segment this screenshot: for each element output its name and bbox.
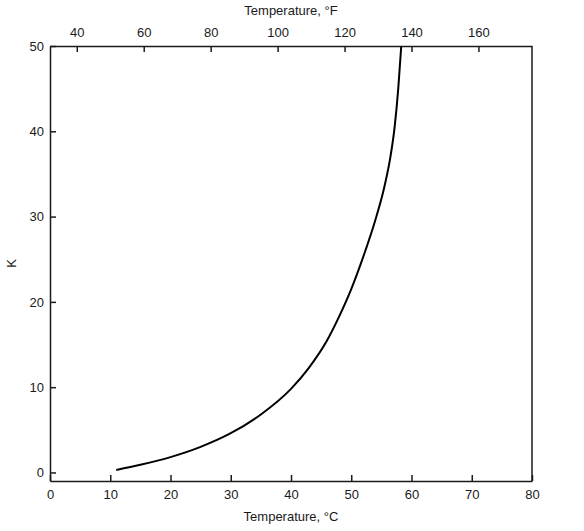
y-axis: 0 10 20 30 40 50: [30, 39, 56, 482]
x2-axis-tick: 160: [468, 25, 490, 52]
x-axis: 0 10 20 30 40 50 60 70 80: [47, 475, 540, 502]
y-axis-tick-label: 40: [30, 124, 44, 139]
x-axis-tick-label: 50: [345, 487, 359, 502]
x2-axis-tick-label: 40: [70, 25, 84, 40]
y-axis-tick-mark: [50, 131, 56, 133]
x-axis-tick-label: 80: [525, 487, 539, 502]
y-axis-tick-label: 0: [37, 465, 44, 480]
x-axis-title: Temperature, °C: [244, 509, 339, 524]
x2-axis-tick-mark: [277, 46, 279, 52]
x2-axis-tick-mark: [411, 46, 413, 52]
x-axis-tick-mark: [231, 475, 233, 481]
x2-axis-line: [51, 46, 533, 48]
y-axis-tick-mark: [50, 472, 56, 474]
data-line: [116, 46, 401, 470]
x-axis-tick-mark: [351, 475, 353, 481]
x-axis-tick-label: 70: [465, 487, 479, 502]
y-axis-tick-mark: [50, 216, 56, 218]
y-axis-tick-label: 50: [30, 39, 44, 54]
x-axis-tick-mark: [472, 475, 474, 481]
y-axis-tick-label: 30: [30, 209, 44, 224]
x-axis-tick: 20: [164, 475, 178, 502]
x2-axis-tick-label: 160: [468, 25, 490, 40]
y-axis-tick: 50: [30, 39, 56, 54]
x-axis-tick: 70: [465, 475, 479, 502]
y-axis-tick-mark: [50, 387, 56, 389]
x2-axis-tick: 60: [137, 25, 151, 52]
x2-axis-tick: 80: [204, 25, 218, 52]
y-axis-tick: 20: [30, 295, 56, 310]
x-axis-tick-mark: [291, 475, 293, 481]
frame-right: [531, 46, 533, 481]
x2-axis-tick-mark: [77, 46, 79, 52]
x-axis-tick: 10: [104, 475, 118, 502]
x2-axis-tick-label: 80: [204, 25, 218, 40]
x-axis-tick: 50: [345, 475, 359, 502]
x-axis-tick-mark: [170, 475, 172, 481]
x-axis-tick-mark: [411, 475, 413, 481]
x-axis-tick-mark: [110, 475, 112, 481]
x-axis-tick-label: 20: [164, 487, 178, 502]
x-axis-tick: 30: [224, 475, 238, 502]
x-axis-tick-label: 40: [284, 487, 298, 502]
y-axis-tick: 40: [30, 124, 56, 139]
y-axis-tick: 10: [30, 380, 56, 395]
x-axis-tick-label: 30: [224, 487, 238, 502]
x2-axis-tick-mark: [210, 46, 212, 52]
chart: 0 10 20 30 40 50 60 70 80 40 60 80 100 120 140 160 0 10 20…: [0, 0, 584, 531]
x2-axis-tick: 140: [401, 25, 423, 52]
y-axis-tick-label: 20: [30, 295, 44, 310]
y-axis-line: [50, 47, 52, 482]
y-axis-tick-label: 10: [30, 380, 44, 395]
plot: 0 10 20 30 40 50 60 70 80 40 60 80 100 120 140 160 0 10 20…: [30, 25, 540, 502]
x2-axis-tick-label: 140: [401, 25, 423, 40]
y-axis-tick: 30: [30, 209, 56, 224]
x-axis-tick-label: 10: [104, 487, 118, 502]
y-axis-tick-mark: [50, 302, 56, 304]
x2-axis-title: Temperature, °F: [244, 3, 337, 18]
x-axis-tick: 60: [405, 475, 419, 502]
marks: [116, 46, 401, 470]
x2-axis-tick-mark: [344, 46, 346, 52]
x-axis-tick: 40: [284, 475, 298, 502]
x2-axis-tick-label: 120: [334, 25, 356, 40]
x2-axis-tick: 40: [70, 25, 84, 52]
x2-axis-tick-label: 60: [137, 25, 151, 40]
y-axis-tick: 0: [37, 465, 56, 480]
y-axis-tick-mark: [50, 46, 56, 48]
x2-axis-tick-mark: [143, 46, 145, 52]
x2-axis-tick: 120: [334, 25, 356, 52]
x-axis-tick-label: 0: [47, 487, 54, 502]
x2-axis-tick: 100: [267, 25, 289, 52]
x2-axis: 40 60 80 100 120 140 160: [51, 25, 533, 52]
y-axis-title: K: [4, 259, 19, 268]
x2-axis-tick-mark: [478, 46, 480, 52]
x2-axis-tick-label: 100: [267, 25, 289, 40]
x-axis-tick-label: 60: [405, 487, 419, 502]
